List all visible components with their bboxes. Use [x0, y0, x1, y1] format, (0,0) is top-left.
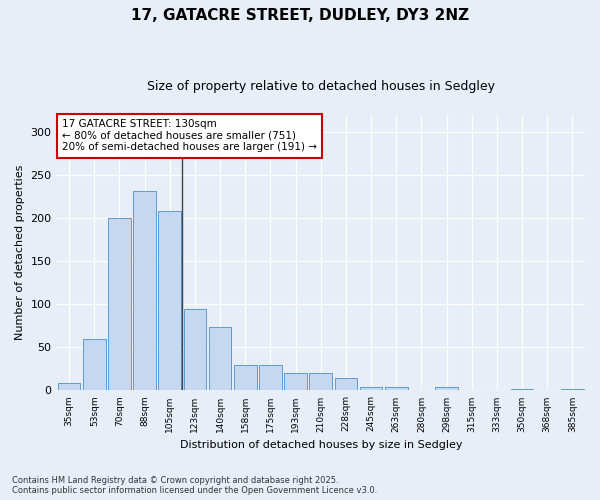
Text: Contains HM Land Registry data © Crown copyright and database right 2025.
Contai: Contains HM Land Registry data © Crown c…	[12, 476, 377, 495]
Bar	[561, 388, 584, 390]
X-axis label: Distribution of detached houses by size in Sedgley: Distribution of detached houses by size …	[179, 440, 462, 450]
Bar	[234, 364, 257, 390]
Title: Size of property relative to detached houses in Sedgley: Size of property relative to detached ho…	[147, 80, 495, 93]
Bar	[83, 339, 106, 390]
Bar	[108, 218, 131, 390]
Bar	[184, 308, 206, 390]
Text: 17, GATACRE STREET, DUDLEY, DY3 2NZ: 17, GATACRE STREET, DUDLEY, DY3 2NZ	[131, 8, 469, 22]
Bar	[335, 378, 357, 390]
Bar	[58, 382, 80, 390]
Bar	[511, 388, 533, 390]
Bar	[133, 190, 156, 390]
Bar	[435, 387, 458, 390]
Y-axis label: Number of detached properties: Number of detached properties	[15, 165, 25, 340]
Bar	[385, 387, 407, 390]
Bar	[259, 364, 282, 390]
Bar	[310, 373, 332, 390]
Bar	[360, 387, 382, 390]
Bar	[284, 373, 307, 390]
Bar	[209, 326, 232, 390]
Text: 17 GATACRE STREET: 130sqm
← 80% of detached houses are smaller (751)
20% of semi: 17 GATACRE STREET: 130sqm ← 80% of detac…	[62, 119, 317, 152]
Bar	[158, 212, 181, 390]
